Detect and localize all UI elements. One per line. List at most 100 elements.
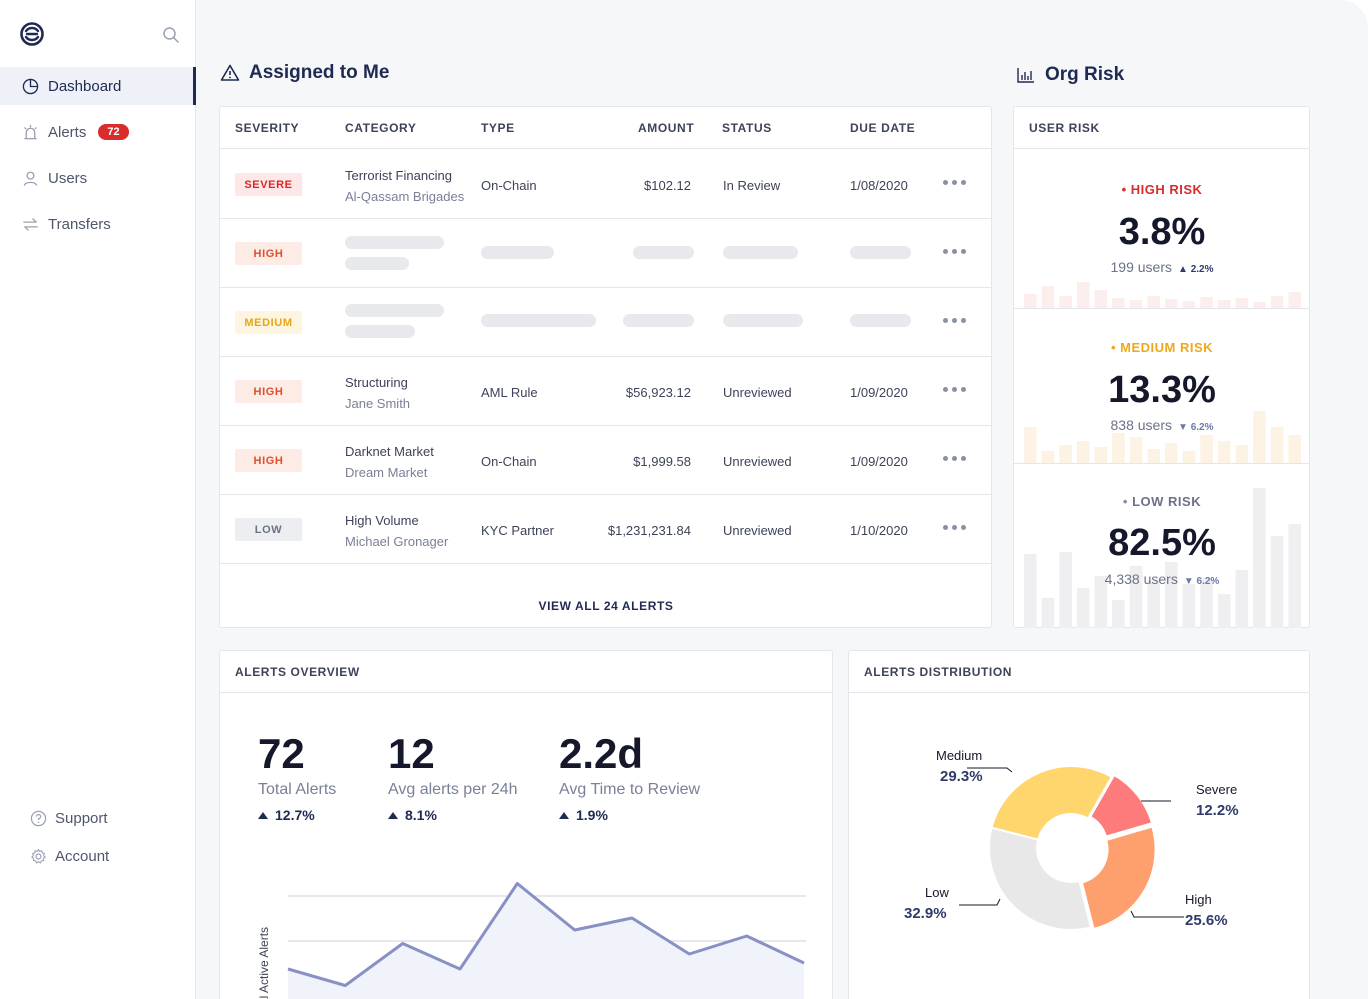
category: Terrorist Financing bbox=[345, 168, 452, 183]
risk-bar bbox=[1076, 441, 1090, 463]
risk-bar bbox=[1112, 433, 1125, 463]
table-row[interactable]: SEVERE Terrorist Financing Al-Qassam Bri… bbox=[220, 150, 992, 219]
due-date: 1/08/2020 bbox=[850, 178, 908, 193]
risk-bar bbox=[1129, 566, 1143, 628]
more-actions-icon[interactable] bbox=[943, 249, 966, 254]
more-actions-icon[interactable] bbox=[943, 387, 966, 392]
skeleton-bar bbox=[723, 246, 798, 259]
risk-bar bbox=[1200, 297, 1213, 308]
warning-triangle-icon bbox=[220, 64, 240, 81]
risk-bar bbox=[1182, 301, 1196, 308]
due-date: 1/09/2020 bbox=[850, 454, 908, 469]
trend-down-icon: ▼ 6.2% bbox=[1178, 422, 1214, 433]
sidebar-item-transfers[interactable]: Transfers bbox=[0, 205, 196, 243]
subject: Dream Market bbox=[345, 465, 428, 480]
sidebar-item-account[interactable]: Account bbox=[30, 848, 109, 865]
amount: $102.12 bbox=[644, 178, 691, 193]
leader-line bbox=[967, 767, 1013, 773]
subject: Al-Qassam Brigades bbox=[345, 189, 465, 204]
col-amount[interactable]: AMOUNT bbox=[638, 121, 695, 135]
due-date: 1/09/2020 bbox=[850, 385, 908, 400]
severity-badge: HIGH bbox=[235, 449, 302, 472]
more-actions-icon[interactable] bbox=[943, 318, 966, 323]
search-icon[interactable] bbox=[162, 26, 180, 44]
risk-bar bbox=[1024, 294, 1037, 308]
sidebar-item-alerts[interactable]: Alerts 72 bbox=[0, 113, 196, 151]
severity-badge: HIGH bbox=[235, 380, 302, 403]
stat-change: 1.9% bbox=[559, 807, 700, 823]
sidebar-item-label: Users bbox=[48, 169, 88, 187]
risk-bar bbox=[1059, 296, 1072, 308]
stat-label: Total Alerts bbox=[258, 781, 337, 798]
severity-badge: SEVERE bbox=[235, 173, 302, 196]
active-alerts-chart: Total Active Alerts bbox=[257, 882, 806, 999]
assigned-alerts-table: SEVERITY CATEGORY TYPE AMOUNT STATUS DUE… bbox=[219, 106, 992, 628]
donut-slice-low bbox=[988, 826, 1093, 931]
risk-name: HIGH RISK bbox=[1130, 182, 1203, 197]
col-due-date[interactable]: DUE DATE bbox=[850, 121, 916, 135]
sidebar-item-label: Alerts bbox=[48, 123, 87, 141]
col-category[interactable]: CATEGORY bbox=[345, 121, 417, 135]
more-actions-icon[interactable] bbox=[943, 525, 966, 530]
pie-label-low: Low bbox=[925, 885, 949, 900]
risk-level-label: • MEDIUM RISK bbox=[1014, 340, 1310, 355]
table-row-loading[interactable]: MEDIUM bbox=[220, 288, 992, 357]
risk-medium[interactable]: • MEDIUM RISK 13.3% 838 users ▼ 6.2% bbox=[1014, 309, 1310, 464]
type: On-Chain bbox=[481, 178, 537, 193]
alerts-distribution-donut[interactable] bbox=[849, 693, 1311, 999]
skeleton-bar bbox=[481, 246, 554, 259]
risk-users: 4,338 users ▼ 6.2% bbox=[1104, 571, 1220, 587]
subject: Jane Smith bbox=[345, 396, 411, 411]
sidebar-item-label: Transfers bbox=[48, 215, 111, 233]
risk-bar bbox=[1253, 411, 1266, 463]
trend-up-icon bbox=[258, 811, 268, 819]
skeleton-bar bbox=[850, 246, 911, 259]
risk-bar bbox=[1288, 524, 1301, 628]
main-content: Assigned to Me Org Risk SEVERITY CATEGOR… bbox=[196, 0, 1368, 999]
col-type[interactable]: TYPE bbox=[481, 121, 515, 135]
risk-bar bbox=[1041, 451, 1055, 463]
risk-bar bbox=[1235, 445, 1249, 463]
type: KYC Partner bbox=[481, 523, 554, 538]
skeleton-bar bbox=[850, 314, 911, 327]
view-all-alerts-link[interactable]: VIEW ALL 24 ALERTS bbox=[538, 599, 674, 613]
col-severity[interactable]: SEVERITY bbox=[235, 121, 300, 135]
table-row[interactable]: LOW High Volume Michael Gronager KYC Par… bbox=[220, 495, 992, 564]
risk-bar bbox=[1112, 298, 1125, 308]
sidebar-item-dashboard[interactable]: Dashboard bbox=[0, 67, 196, 105]
trend-up-icon bbox=[559, 811, 569, 819]
risk-bar bbox=[1147, 296, 1160, 308]
risk-bar bbox=[1076, 282, 1090, 308]
donut-slice-severe bbox=[1088, 773, 1154, 838]
risk-high-bars bbox=[1024, 282, 1301, 308]
trend-down-icon: ▼ 6.2% bbox=[1183, 576, 1220, 587]
table-row-loading[interactable]: HIGH bbox=[220, 219, 992, 288]
risk-high[interactable]: • HIGH RISK 3.8% 199 users ▲ 2.2% bbox=[1014, 149, 1310, 309]
stat-avg-review: 2.2d Avg Time to Review 1.9% bbox=[559, 731, 700, 823]
risk-low[interactable]: • LOW RISK 82.5% 4,338 users ▼ 6.2% bbox=[1014, 464, 1310, 628]
status: Unreviewed bbox=[723, 454, 792, 469]
table-row[interactable]: HIGH Darknet Market Dream Market On-Chai… bbox=[220, 426, 992, 495]
transfer-arrows-icon bbox=[23, 217, 38, 231]
gear-icon bbox=[31, 848, 46, 864]
amount: $1,999.58 bbox=[633, 454, 691, 469]
leader-line bbox=[1130, 910, 1184, 918]
chart-line bbox=[287, 882, 805, 987]
trend-up-icon bbox=[388, 811, 398, 819]
stat-value: 12 bbox=[388, 730, 435, 777]
more-actions-icon[interactable] bbox=[943, 456, 966, 461]
sidebar-item-support[interactable]: Support bbox=[30, 810, 108, 827]
more-actions-icon[interactable] bbox=[943, 180, 966, 185]
table-header: SEVERITY CATEGORY TYPE AMOUNT STATUS DUE… bbox=[220, 107, 992, 149]
sidebar-item-users[interactable]: Users bbox=[0, 159, 196, 197]
table-row[interactable]: HIGH Structuring Jane Smith AML Rule $56… bbox=[220, 357, 992, 426]
logo-icon[interactable] bbox=[20, 22, 44, 46]
risk-bar bbox=[1041, 598, 1055, 628]
chart-area bbox=[288, 883, 804, 999]
severity-badge: MEDIUM bbox=[235, 311, 302, 334]
risk-bar bbox=[1059, 445, 1072, 463]
type: On-Chain bbox=[481, 454, 537, 469]
sidebar: Dashboard Alerts 72 Users Transfers Supp… bbox=[0, 0, 196, 999]
pie-pct-medium: 29.3% bbox=[940, 768, 983, 785]
col-status[interactable]: STATUS bbox=[722, 121, 772, 135]
